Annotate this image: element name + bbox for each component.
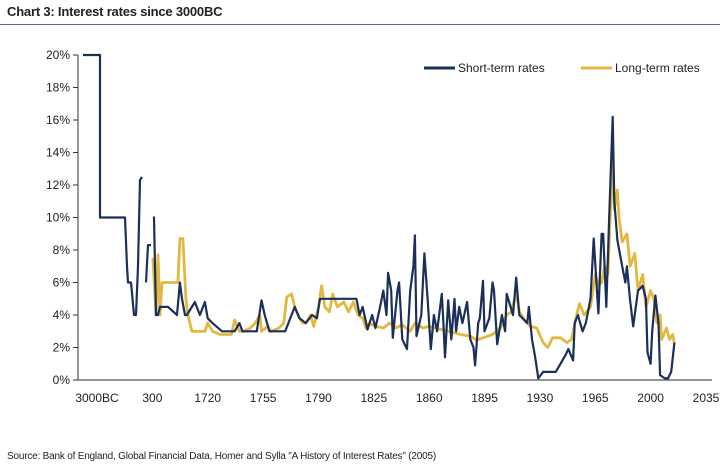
x-tick-label: 1790	[305, 391, 332, 405]
y-tick-label: 12%	[46, 178, 70, 192]
x-tick-label: 1825	[360, 391, 387, 405]
x-tick-label: 2000	[637, 391, 664, 405]
y-tick-label: 10%	[46, 211, 70, 225]
y-tick-label: 6%	[53, 276, 71, 290]
x-tick-label: 1930	[527, 391, 554, 405]
y-tick-label: 20%	[46, 48, 70, 62]
legend-label-short-term: Short-term rates	[458, 61, 545, 75]
short-term-rates-line	[83, 53, 143, 317]
x-tick-label: 2035	[693, 391, 720, 405]
y-tick-label: 18%	[46, 81, 70, 95]
x-tick-label: 1755	[250, 391, 277, 405]
x-tick-label: 300	[142, 391, 162, 405]
x-axis: 3000BC 300 1720 1755 1790 1825 1860 1895 1930 196…	[75, 379, 720, 405]
x-tick-label: 3000BC	[75, 391, 119, 405]
y-tick-label: 2%	[53, 341, 71, 355]
y-axis: 0% 2% 4% 6% 8% 10% 12% 14% 16% 18% 20%	[46, 48, 79, 387]
y-tick-label: 8%	[53, 243, 71, 257]
y-tick-label: 0%	[53, 373, 71, 387]
title-divider	[0, 24, 720, 25]
x-tick-label: 1720	[194, 391, 221, 405]
x-tick-label: 1860	[416, 391, 443, 405]
source-note: Source: Bank of England, Global Financia…	[7, 451, 436, 462]
series-lines	[83, 53, 676, 380]
short-term-rates-line	[152, 115, 676, 380]
legend-label-long-term: Long-term rates	[615, 61, 700, 75]
y-tick-label: 14%	[46, 146, 70, 160]
legend: Short-term rates Long-term rates	[424, 61, 700, 75]
y-tick-label: 16%	[46, 113, 70, 127]
x-tick-label: 1965	[582, 391, 609, 405]
chart-title: Chart 3: Interest rates since 3000BC	[7, 4, 223, 19]
y-tick-label: 4%	[53, 308, 71, 322]
x-tick-label: 1895	[471, 391, 498, 405]
short-term-rates-line	[144, 244, 151, 283]
